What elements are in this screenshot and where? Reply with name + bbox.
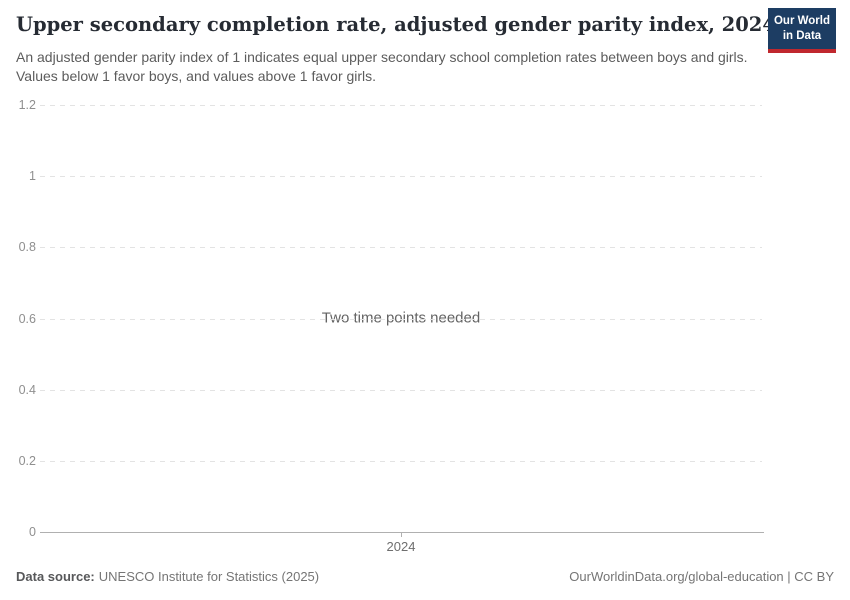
data-source-label: Data source:: [16, 569, 95, 584]
gridline: [40, 319, 762, 320]
owid-logo: Our World in Data: [768, 8, 836, 53]
gridline: [40, 176, 762, 177]
y-tick-label: 0: [29, 525, 36, 539]
chart-subtitle: An adjusted gender parity index of 1 ind…: [16, 49, 748, 85]
y-tick-label: 1.2: [18, 98, 36, 112]
logo-line1: Our World: [773, 15, 830, 27]
x-tick-label: 2024: [386, 539, 416, 554]
page-title: Upper secondary completion rate, adjuste…: [16, 13, 776, 36]
gridline: [40, 105, 762, 106]
y-tick-label: 0.4: [18, 383, 36, 397]
y-tick-label: 0.2: [18, 454, 36, 468]
y-tick-label: 0.6: [18, 312, 36, 326]
gridline: [40, 390, 762, 391]
gridline: [40, 461, 762, 462]
data-source-value: UNESCO Institute for Statistics (2025): [98, 569, 320, 584]
x-tick-mark: [401, 532, 402, 537]
gridline: [40, 247, 762, 248]
y-tick-label: 0.8: [18, 240, 36, 254]
data-source-note: Data source: UNESCO Institute for Statist…: [16, 569, 319, 584]
x-axis-line: [40, 532, 764, 533]
attribution-link[interactable]: OurWorldinData.org/global-education | CC…: [569, 569, 834, 584]
chart-footer: Data source: UNESCO Institute for Statist…: [16, 569, 834, 584]
logo-line2: in Data: [782, 29, 822, 42]
y-tick-label: 1: [29, 169, 36, 183]
empty-chart-message: Two time points needed: [311, 307, 491, 329]
